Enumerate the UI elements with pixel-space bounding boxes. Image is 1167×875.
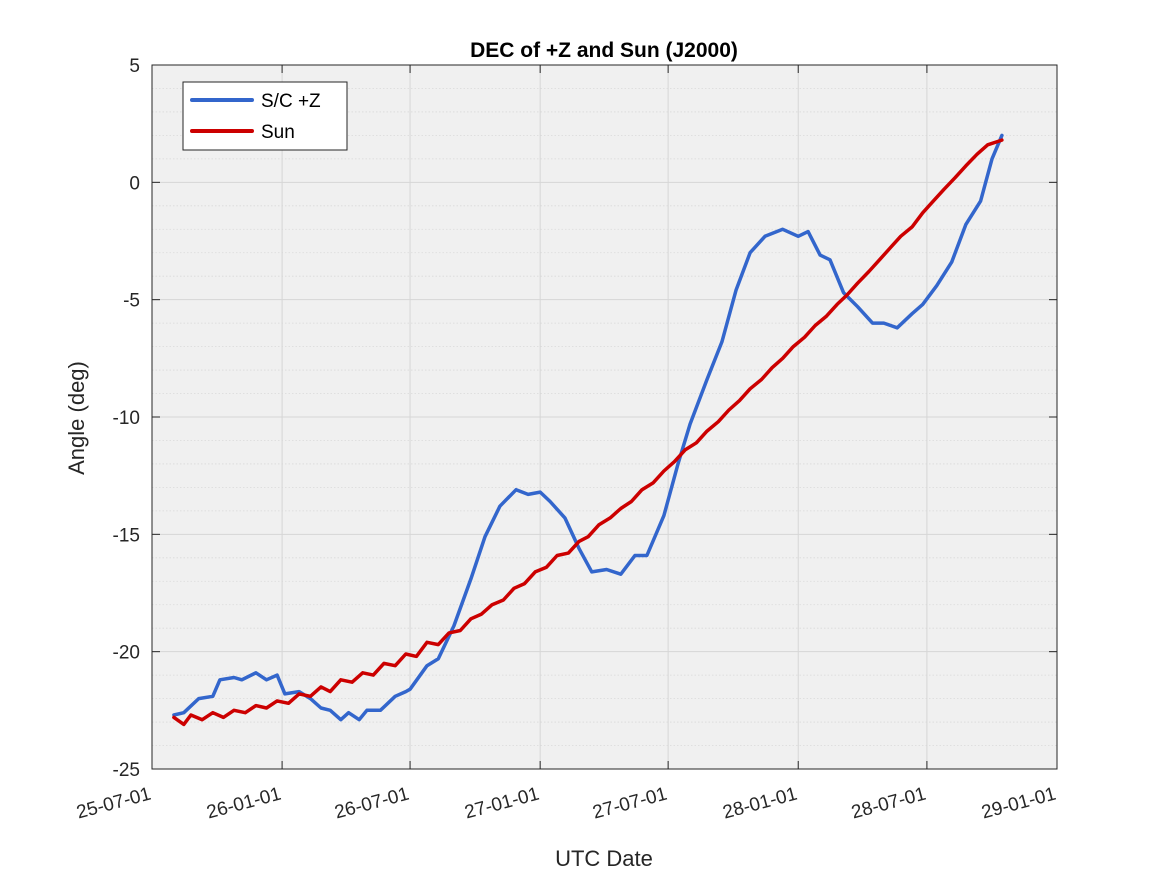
legend-label-sc-z: S/C +Z [261, 91, 321, 112]
y-tick-label: -20 [113, 643, 140, 664]
y-tick-label: -25 [113, 760, 140, 781]
x-axis-label: UTC Date [555, 846, 653, 871]
legend: S/C +Z Sun [182, 81, 348, 151]
ticks [151, 64, 1058, 770]
series-line-sun [172, 138, 1004, 727]
y-tick-label: -15 [113, 525, 140, 546]
series-line-sc-z [172, 133, 1004, 722]
y-axis-label: Angle (deg) [64, 361, 89, 475]
y-tick-label: -10 [113, 408, 140, 429]
legend-label-sun: Sun [261, 122, 295, 143]
chart-title: DEC of +Z and Sun (J2000) [470, 39, 738, 62]
y-tick-label: 5 [129, 56, 140, 77]
legend-box [182, 81, 348, 151]
y-tick-labels: -25 -20 -15 -10 -5 0 5 [113, 56, 140, 781]
y-tick-label: -5 [123, 291, 140, 312]
series-layer [172, 133, 1004, 727]
y-tick-label: 0 [129, 173, 140, 194]
